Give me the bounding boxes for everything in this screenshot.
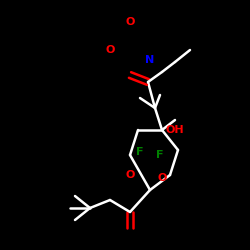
Text: N: N xyxy=(146,55,154,65)
Text: O: O xyxy=(105,45,115,55)
Text: OH: OH xyxy=(166,125,184,135)
Text: F: F xyxy=(156,150,164,160)
Text: O: O xyxy=(125,170,135,180)
Text: O: O xyxy=(157,173,167,183)
Text: O: O xyxy=(125,17,135,27)
Text: F: F xyxy=(136,147,144,157)
